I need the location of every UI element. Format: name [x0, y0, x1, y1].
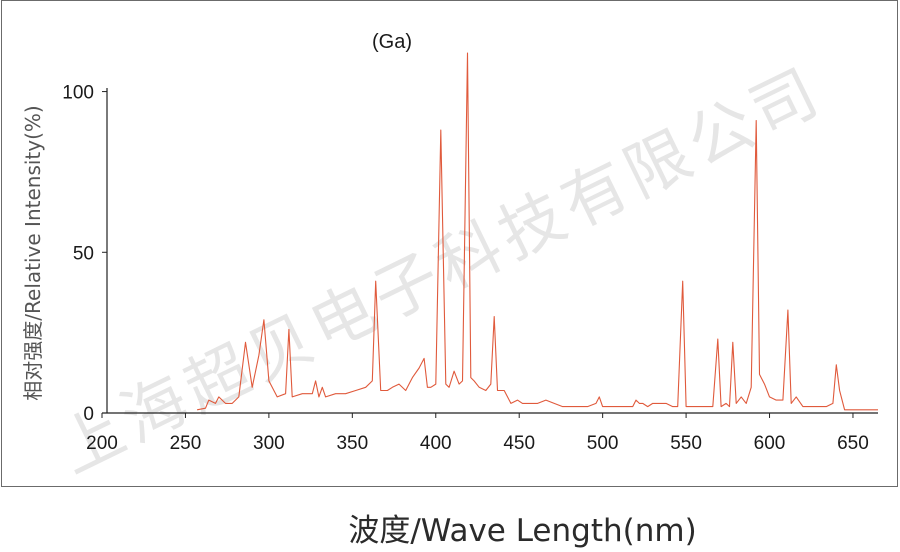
chart-svg: 上海超贝电子科技有限公司 (Ga) 相对强度/Relative Intensit…: [21, 31, 878, 489]
x-tick-label: 600: [754, 433, 786, 454]
y-tick-label: 0: [83, 404, 94, 425]
x-tick-label: 300: [253, 433, 285, 454]
watermark: 上海超贝电子科技有限公司: [47, 54, 834, 489]
x-tick-label: 500: [587, 433, 619, 454]
x-tick-label: 550: [670, 433, 702, 454]
x-tick-label: 400: [420, 433, 452, 454]
chart-title: (Ga): [372, 31, 412, 53]
x-tick-label: 650: [837, 433, 869, 454]
y-tick-label: 100: [62, 83, 94, 104]
axes: [101, 88, 878, 418]
tick-labels: 200 250 300 350 400 450 500 550 600 650 0 50 100: [62, 83, 869, 454]
y-axis-label: 相对强度/Relative Intensity(%): [21, 105, 45, 400]
series-layer: [196, 52, 878, 411]
x-tick-label: 350: [336, 433, 368, 454]
x-tick-label: 450: [503, 433, 535, 454]
series-line-0: [196, 52, 878, 411]
watermark-text: 上海超贝电子科技有限公司: [47, 54, 834, 489]
x-axis-label: 波度/Wave Length(nm): [348, 513, 697, 549]
x-tick-label: 200: [86, 433, 118, 454]
chart-frame: [1, 0, 898, 487]
y-tick-label: 50: [73, 243, 94, 264]
x-tick-label: 250: [170, 433, 202, 454]
